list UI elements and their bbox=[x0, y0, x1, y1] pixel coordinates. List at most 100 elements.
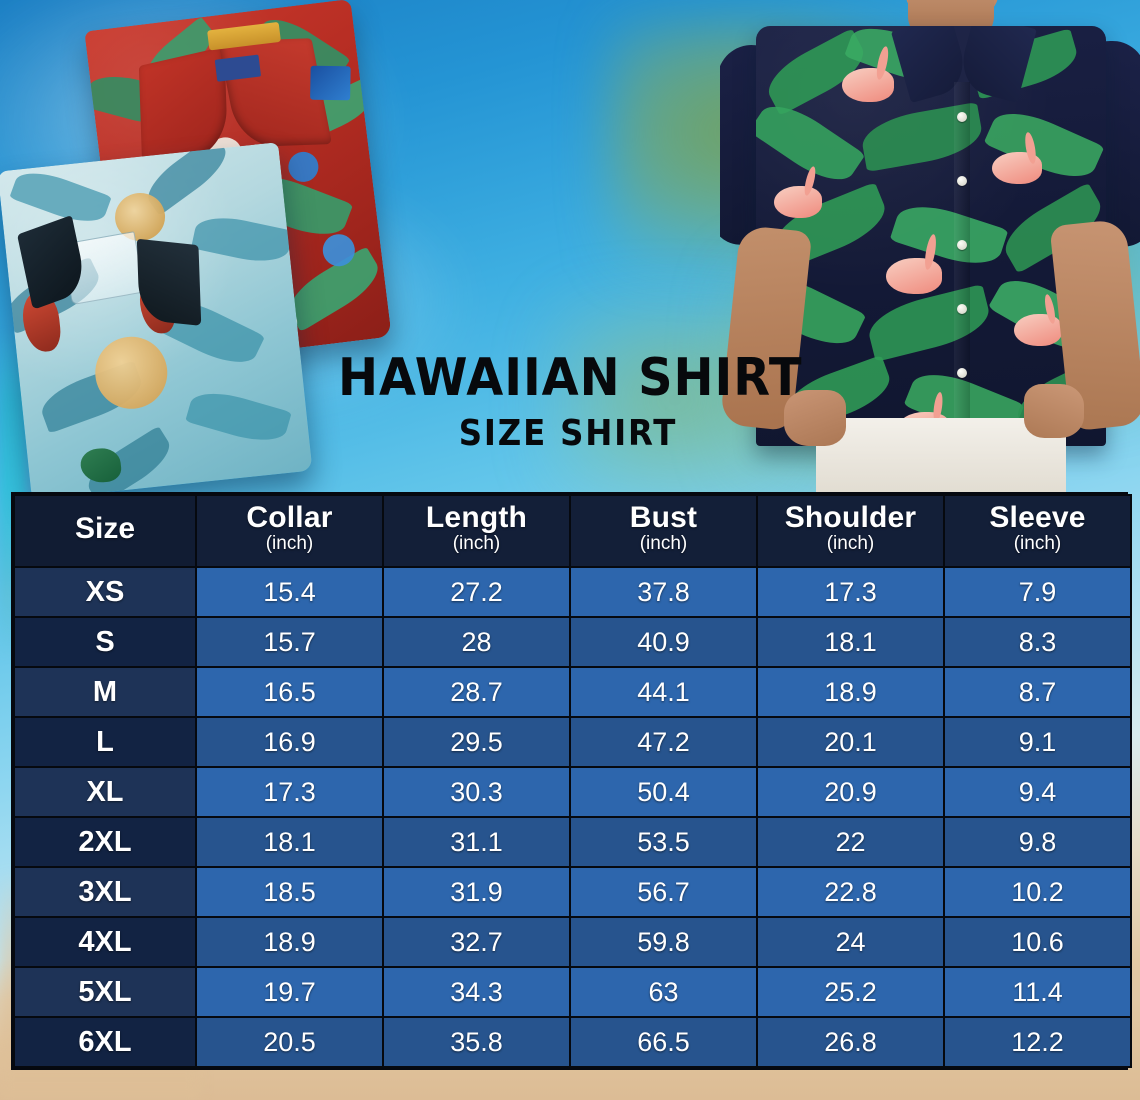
cell-length: 31.9 bbox=[382, 866, 571, 918]
cell-shoulder: 20.9 bbox=[756, 766, 945, 818]
size-table: Size Collar (inch) Length (inch) Bust (i… bbox=[13, 494, 1132, 1068]
column-header-shoulder-unit: (inch) bbox=[826, 533, 875, 555]
cell-sleeve: 9.4 bbox=[943, 766, 1132, 818]
column-header-collar-unit: (inch) bbox=[265, 533, 314, 555]
model-button-placket bbox=[954, 82, 970, 442]
cell-bust: 40.9 bbox=[569, 616, 758, 668]
cell-shoulder: 22.8 bbox=[756, 866, 945, 918]
cell-size: L bbox=[13, 716, 197, 768]
shirt-button bbox=[957, 304, 967, 314]
cell-bust: 56.7 bbox=[569, 866, 758, 918]
page-title: HAWAIIAN SHIRT bbox=[338, 348, 803, 408]
cell-collar: 16.5 bbox=[195, 666, 384, 718]
cell-bust: 44.1 bbox=[569, 666, 758, 718]
cell-shoulder: 25.2 bbox=[756, 966, 945, 1018]
cell-length: 35.8 bbox=[382, 1016, 571, 1068]
model-hawaiian-shirt bbox=[756, 26, 1106, 446]
cell-sleeve: 10.2 bbox=[943, 866, 1132, 918]
cell-bust: 63 bbox=[569, 966, 758, 1018]
cell-size: 4XL bbox=[13, 916, 197, 968]
shirt-button bbox=[957, 368, 967, 378]
cell-bust: 47.2 bbox=[569, 716, 758, 768]
page-subtitle: SIZE SHIRT bbox=[458, 413, 678, 454]
model-hand-left bbox=[784, 390, 846, 446]
cell-length: 29.5 bbox=[382, 716, 571, 768]
table-row: 4XL 18.9 32.7 59.8 24 10.6 bbox=[13, 916, 1132, 968]
column-header-size-label: Size bbox=[74, 512, 136, 545]
cell-length: 27.2 bbox=[382, 566, 571, 618]
cell-collar: 19.7 bbox=[195, 966, 384, 1018]
cell-size: 6XL bbox=[13, 1016, 197, 1068]
shirt-button bbox=[957, 240, 967, 250]
column-header-sleeve-unit: (inch) bbox=[1013, 533, 1062, 555]
cell-length: 28.7 bbox=[382, 666, 571, 718]
cell-bust: 53.5 bbox=[569, 816, 758, 868]
column-header-length: Length (inch) bbox=[382, 494, 571, 568]
column-header-length-label: Length bbox=[425, 500, 528, 534]
table-row: 5XL 19.7 34.3 63 25.2 11.4 bbox=[13, 966, 1132, 1018]
cell-shoulder: 26.8 bbox=[756, 1016, 945, 1068]
shirt-button bbox=[957, 112, 967, 122]
chart-title-block: HAWAIIAN SHIRT SIZE SHIRT bbox=[318, 352, 818, 452]
model-white-shorts bbox=[816, 418, 1066, 492]
cell-size: M bbox=[13, 666, 197, 718]
column-header-size: Size bbox=[13, 494, 197, 568]
column-header-length-unit: (inch) bbox=[452, 533, 501, 555]
column-header-bust-label: Bust bbox=[629, 500, 698, 534]
cell-bust: 37.8 bbox=[569, 566, 758, 618]
column-header-shoulder-label: Shoulder bbox=[784, 500, 917, 534]
cell-size: 2XL bbox=[13, 816, 197, 868]
cell-size: S bbox=[13, 616, 197, 668]
table-row: XS 15.4 27.2 37.8 17.3 7.9 bbox=[13, 566, 1132, 618]
size-table-container: Size Collar (inch) Length (inch) Bust (i… bbox=[11, 492, 1132, 1070]
cell-bust: 59.8 bbox=[569, 916, 758, 968]
cell-length: 30.3 bbox=[382, 766, 571, 818]
cell-size: XS bbox=[13, 566, 197, 618]
size-table-body: XS 15.4 27.2 37.8 17.3 7.9 S 15.7 28 40.9 18.1 8.3 M… bbox=[13, 566, 1132, 1068]
cell-sleeve: 8.3 bbox=[943, 616, 1132, 668]
cell-collar: 17.3 bbox=[195, 766, 384, 818]
table-row: M 16.5 28.7 44.1 18.9 8.7 bbox=[13, 666, 1132, 718]
cell-collar: 15.7 bbox=[195, 616, 384, 668]
cell-collar: 18.9 bbox=[195, 916, 384, 968]
cell-length: 34.3 bbox=[382, 966, 571, 1018]
header-row: Size Collar (inch) Length (inch) Bust (i… bbox=[13, 494, 1132, 568]
cell-sleeve: 9.1 bbox=[943, 716, 1132, 768]
cell-size: 3XL bbox=[13, 866, 197, 918]
cell-collar: 16.9 bbox=[195, 716, 384, 768]
folded-shirt-blue bbox=[0, 142, 313, 500]
cell-length: 32.7 bbox=[382, 916, 571, 968]
cell-sleeve: 11.4 bbox=[943, 966, 1132, 1018]
cell-collar: 18.1 bbox=[195, 816, 384, 868]
shirt-button bbox=[957, 176, 967, 186]
column-header-sleeve-label: Sleeve bbox=[989, 500, 1086, 534]
cell-length: 31.1 bbox=[382, 816, 571, 868]
cell-bust: 50.4 bbox=[569, 766, 758, 818]
table-row: L 16.9 29.5 47.2 20.1 9.1 bbox=[13, 716, 1132, 768]
cell-sleeve: 10.6 bbox=[943, 916, 1132, 968]
cell-sleeve: 12.2 bbox=[943, 1016, 1132, 1068]
cell-shoulder: 17.3 bbox=[756, 566, 945, 618]
cell-length: 28 bbox=[382, 616, 571, 668]
table-row: 2XL 18.1 31.1 53.5 22 9.8 bbox=[13, 816, 1132, 868]
cell-sleeve: 9.8 bbox=[943, 816, 1132, 868]
model-photo bbox=[720, 0, 1140, 492]
column-header-shoulder: Shoulder (inch) bbox=[756, 494, 945, 568]
table-row: 6XL 20.5 35.8 66.5 26.8 12.2 bbox=[13, 1016, 1132, 1068]
model-hand-right bbox=[1024, 384, 1084, 438]
cell-shoulder: 20.1 bbox=[756, 716, 945, 768]
size-table-head: Size Collar (inch) Length (inch) Bust (i… bbox=[13, 494, 1132, 568]
cell-size: 5XL bbox=[13, 966, 197, 1018]
cell-shoulder: 24 bbox=[756, 916, 945, 968]
column-header-bust: Bust (inch) bbox=[569, 494, 758, 568]
cell-bust: 66.5 bbox=[569, 1016, 758, 1068]
column-header-collar-label: Collar bbox=[246, 500, 333, 534]
table-row: 3XL 18.5 31.9 56.7 22.8 10.2 bbox=[13, 866, 1132, 918]
cell-size: XL bbox=[13, 766, 197, 818]
cell-shoulder: 18.9 bbox=[756, 666, 945, 718]
column-header-collar: Collar (inch) bbox=[195, 494, 384, 568]
table-row: XL 17.3 30.3 50.4 20.9 9.4 bbox=[13, 766, 1132, 818]
cell-sleeve: 7.9 bbox=[943, 566, 1132, 618]
shirt-red-logo-badge bbox=[310, 65, 351, 101]
cell-shoulder: 22 bbox=[756, 816, 945, 868]
